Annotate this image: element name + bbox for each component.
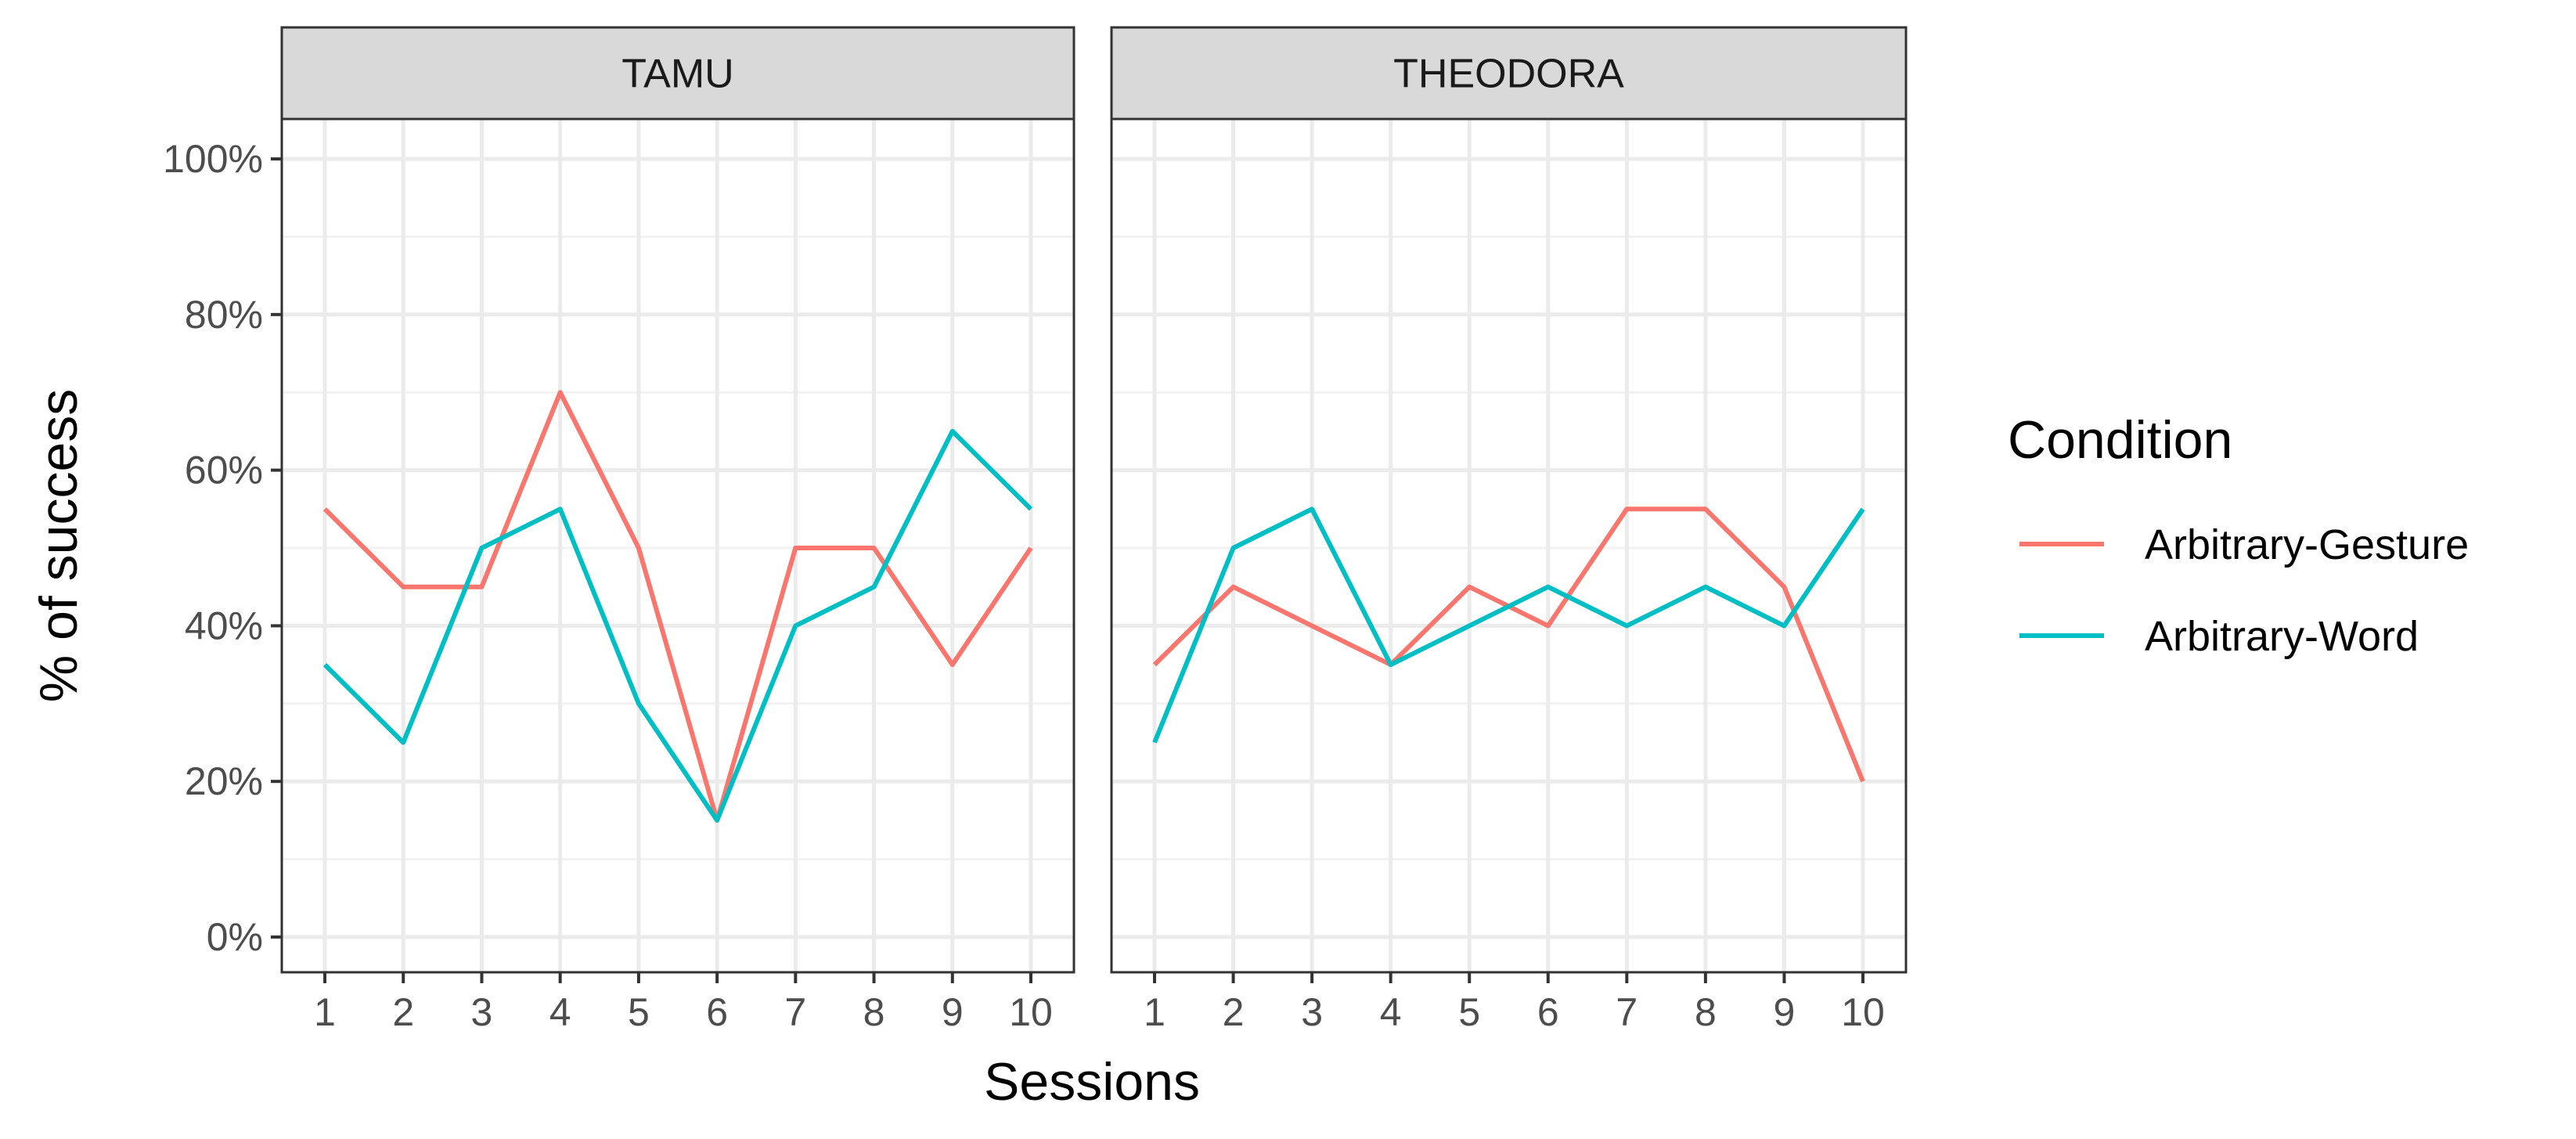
facet-strip-label: TAMU	[621, 52, 733, 97]
facet-panels: TAMU 1 2 3 4 5 6 7 8 9 10 THEODORA 1 2 3 4 5 6 7 8 9 10	[280, 26, 1908, 1034]
series-line-arbitrary-word	[322, 428, 1033, 823]
y-tick-label: 40%	[185, 604, 263, 647]
y-tick-label: 100%	[163, 137, 263, 181]
y-tick-label: 80%	[185, 293, 263, 337]
x-tick-label: 8	[863, 990, 885, 1034]
x-tick-label: 6	[706, 990, 728, 1034]
legend-label: Arbitrary-Gesture	[2145, 521, 2469, 568]
x-tick-label: 10	[1009, 990, 1053, 1034]
x-tick-label: 5	[628, 990, 650, 1034]
y-tick-label: 0%	[207, 915, 263, 959]
y-tick-label: 20%	[185, 759, 263, 803]
x-tick-label: 3	[471, 990, 493, 1034]
series-line-arbitrary-word	[1152, 506, 1865, 744]
x-tick-label: 7	[784, 990, 806, 1034]
facet-panel-tamu: TAMU 1 2 3 4 5 6 7 8 9 10	[280, 26, 1075, 1034]
legend-entry-arbitrary-gesture: Arbitrary-Gesture	[2019, 521, 2469, 568]
facet-strip	[1110, 26, 1908, 121]
legend-entry-arbitrary-word: Arbitrary-Word	[2019, 613, 2419, 660]
facet-panel-theodora: THEODORA 1 2 3 4 5 6 7 8 9 10	[1110, 26, 1908, 1034]
x-tick-label: 7	[1616, 990, 1637, 1034]
x-tick-label: 1	[314, 990, 336, 1034]
panel-background	[1111, 119, 1906, 972]
facet-strip-label: THEODORA	[1393, 52, 1624, 97]
y-axis-title: % of success	[29, 389, 88, 703]
x-tick-label: 9	[942, 990, 964, 1034]
x-tick-label: 3	[1301, 990, 1323, 1034]
series-line-arbitrary-gesture	[322, 390, 1033, 823]
x-tick-label: 8	[1695, 990, 1717, 1034]
x-axis-title: Sessions	[984, 1052, 1200, 1112]
legend-label: Arbitrary-Word	[2145, 613, 2419, 660]
x-tick-label: 10	[1841, 990, 1885, 1034]
legend: Condition Arbitrary-Gesture Arbitrary-Wor…	[2008, 410, 2469, 660]
x-tick-label: 9	[1774, 990, 1796, 1034]
x-tick-label: 2	[1223, 990, 1245, 1034]
facet-strip	[280, 26, 1075, 121]
panel-background	[282, 119, 1074, 972]
y-axis: 0% 20% 40% 60% 80% 100%	[163, 137, 282, 959]
legend-title: Condition	[2008, 410, 2232, 470]
x-tick-label: 6	[1537, 990, 1559, 1034]
x-tick-label: 4	[549, 990, 571, 1034]
x-tick-label: 4	[1380, 990, 1402, 1034]
x-tick-label: 5	[1458, 990, 1480, 1034]
x-tick-label: 1	[1144, 990, 1166, 1034]
y-tick-label: 60%	[185, 449, 263, 492]
x-tick-label: 2	[392, 990, 414, 1034]
